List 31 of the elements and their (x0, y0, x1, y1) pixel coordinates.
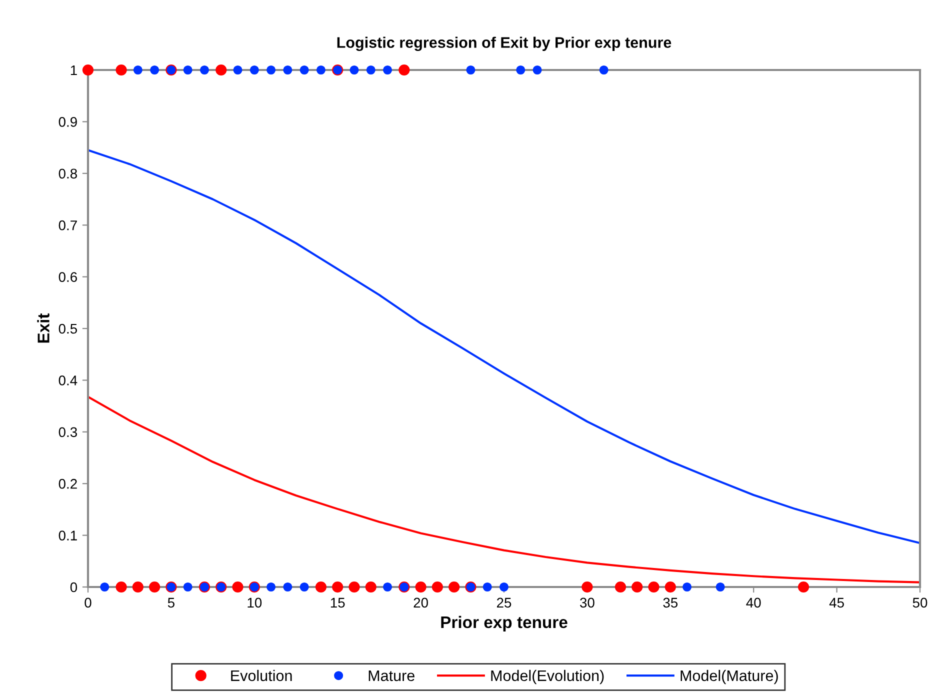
x-tick-label: 15 (330, 598, 345, 608)
x-tick-label: 40 (746, 598, 761, 608)
x-tick-label: 10 (248, 598, 262, 608)
line-series (88, 149, 920, 544)
chart-title: Logistic regression of Exit by Prior exp tenure (337, 36, 672, 52)
y-tick-label: 0.7 (58, 220, 77, 230)
legend-label: Mature (368, 670, 414, 682)
y-tick-label: 0.5 (58, 324, 78, 334)
legend-label: Model(Mature) (680, 670, 778, 684)
y-tick-label: 1 (70, 65, 77, 76)
x-tick-label: 25 (496, 598, 512, 608)
x-tick-label: 5 (168, 598, 174, 608)
legend-label: Model(Evolution) (491, 670, 604, 684)
y-axis-title: Exit (37, 313, 50, 343)
x-tick-label: 0 (84, 598, 92, 608)
line-series (88, 396, 920, 584)
y-tick-label: 0.9 (58, 117, 77, 127)
y-tick-label: 0.8 (58, 168, 77, 179)
x-tick-label: 50 (912, 598, 928, 608)
y-tick-label: 0.2 (58, 478, 77, 489)
y-tick-label: 0.6 (58, 272, 77, 282)
y-tick-label: 0.3 (58, 427, 77, 438)
y-tick-label: 0.1 (58, 530, 77, 540)
y-tick-label: 0.4 (58, 376, 78, 386)
legend-label: Evolution (231, 670, 292, 682)
x-tick-label: 45 (829, 598, 844, 608)
y-tick-label: 0 (70, 582, 78, 592)
x-tick-label: 30 (580, 598, 594, 608)
x-axis-title: Prior exp tenure (441, 616, 568, 632)
x-tick-label: 20 (414, 598, 428, 608)
x-tick-label: 35 (663, 598, 678, 608)
